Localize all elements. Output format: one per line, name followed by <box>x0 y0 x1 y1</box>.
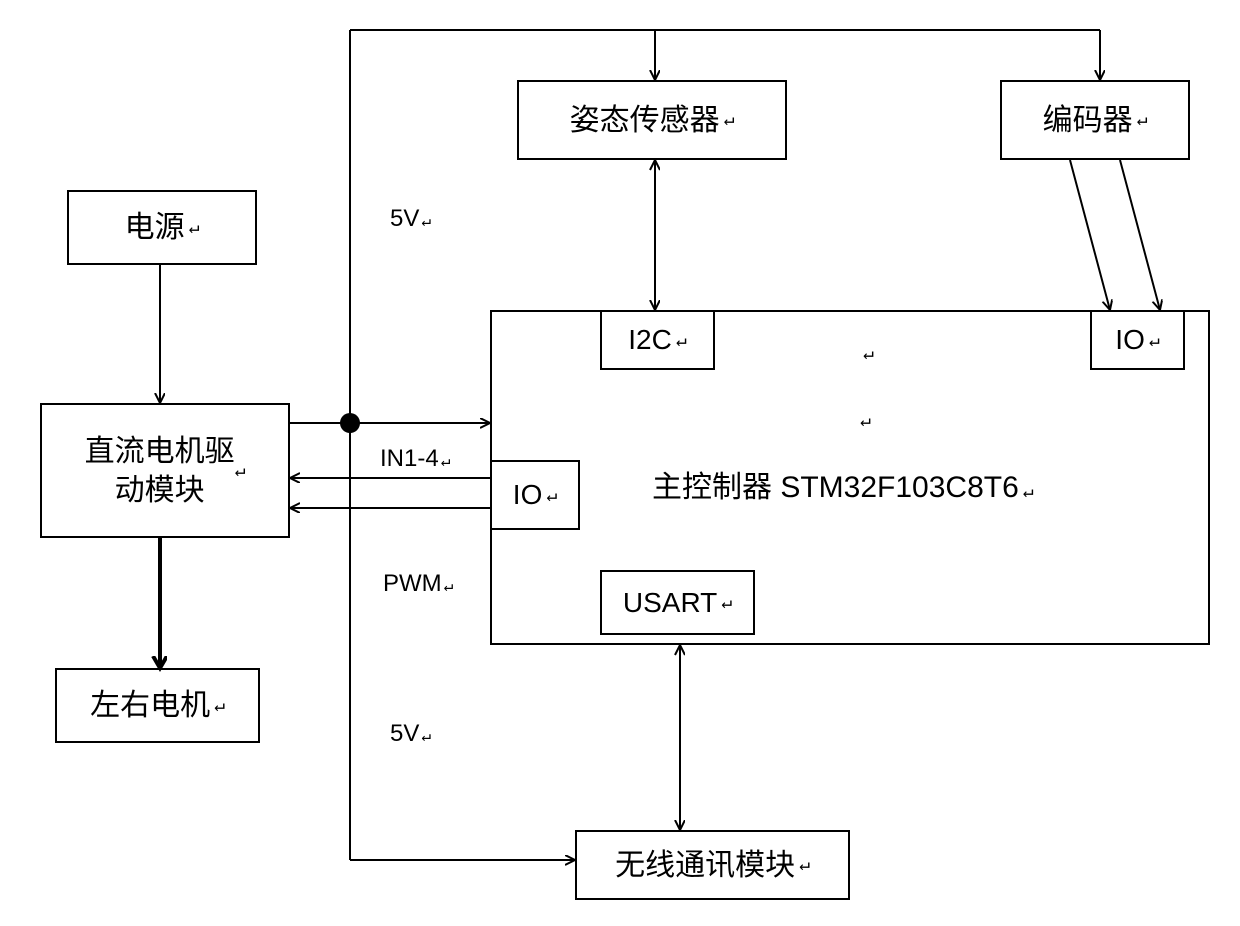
edge-label-pwm: PWM↵ <box>383 570 453 598</box>
port-usart: USART↵ <box>600 570 755 635</box>
block-wireless: 无线通讯模块↵ <box>575 830 850 900</box>
edge-label-5v-bottom: 5V↵ <box>390 720 431 748</box>
crlf-marker: ↵ <box>860 410 871 431</box>
block-motor-driver: 直流电机驱动模块↵ <box>40 403 290 538</box>
port-i2c: I2C↵ <box>600 310 715 370</box>
diagram-canvas: 电源↵ 直流电机驱动模块↵ 左右电机↵ 姿态传感器↵ 编码器↵ 无线通讯模块↵ … <box>0 0 1240 926</box>
block-attitude-sensor: 姿态传感器↵ <box>517 80 787 160</box>
port-io-left: IO↵ <box>490 460 580 530</box>
main-controller-label: 主控制器 STM32F103C8T6↵ <box>652 462 1034 506</box>
block-power: 电源↵ <box>67 190 257 265</box>
crlf-marker: ↵ <box>863 343 874 364</box>
block-encoder: 编码器↵ <box>1000 80 1190 160</box>
port-io-top: IO↵ <box>1090 310 1185 370</box>
edge-label-in14: IN1-4↵ <box>380 445 450 473</box>
edge-label-5v-top: 5V↵ <box>390 205 431 233</box>
block-motors: 左右电机↵ <box>55 668 260 743</box>
